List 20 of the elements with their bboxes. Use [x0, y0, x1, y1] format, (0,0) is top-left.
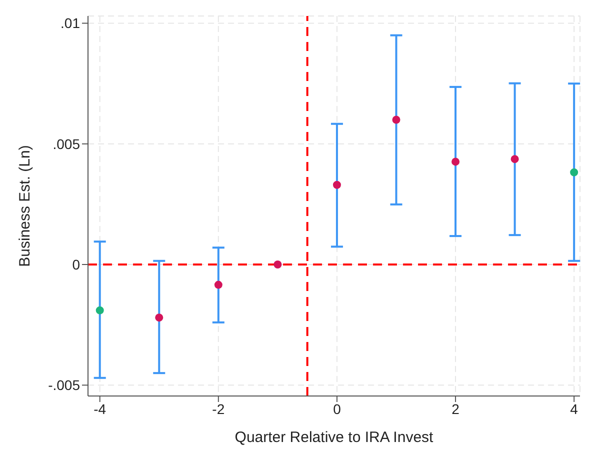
x-tick-label: 0: [333, 400, 342, 417]
y-tick-label: .01: [60, 15, 80, 32]
x-tick-label: -4: [94, 400, 106, 417]
y-tick-label: .005: [52, 136, 80, 152]
y-tick-label: -.005: [48, 377, 80, 394]
x-axis-title: Quarter Relative to IRA Invest: [234, 429, 434, 446]
point: [96, 306, 104, 314]
point: [332, 180, 341, 189]
point: [392, 116, 400, 124]
y-tick-label: 0: [72, 256, 80, 272]
y-axis-title: Business Est. (Ln): [16, 145, 34, 267]
point: [570, 168, 578, 176]
x-tick-label: 4: [570, 400, 578, 417]
x-tick-label: -2: [212, 400, 225, 417]
point: [510, 155, 519, 164]
point: [214, 280, 222, 289]
x-tick-label: 2: [452, 400, 460, 417]
point: [452, 158, 460, 166]
point: [274, 260, 282, 269]
point: [155, 314, 164, 322]
